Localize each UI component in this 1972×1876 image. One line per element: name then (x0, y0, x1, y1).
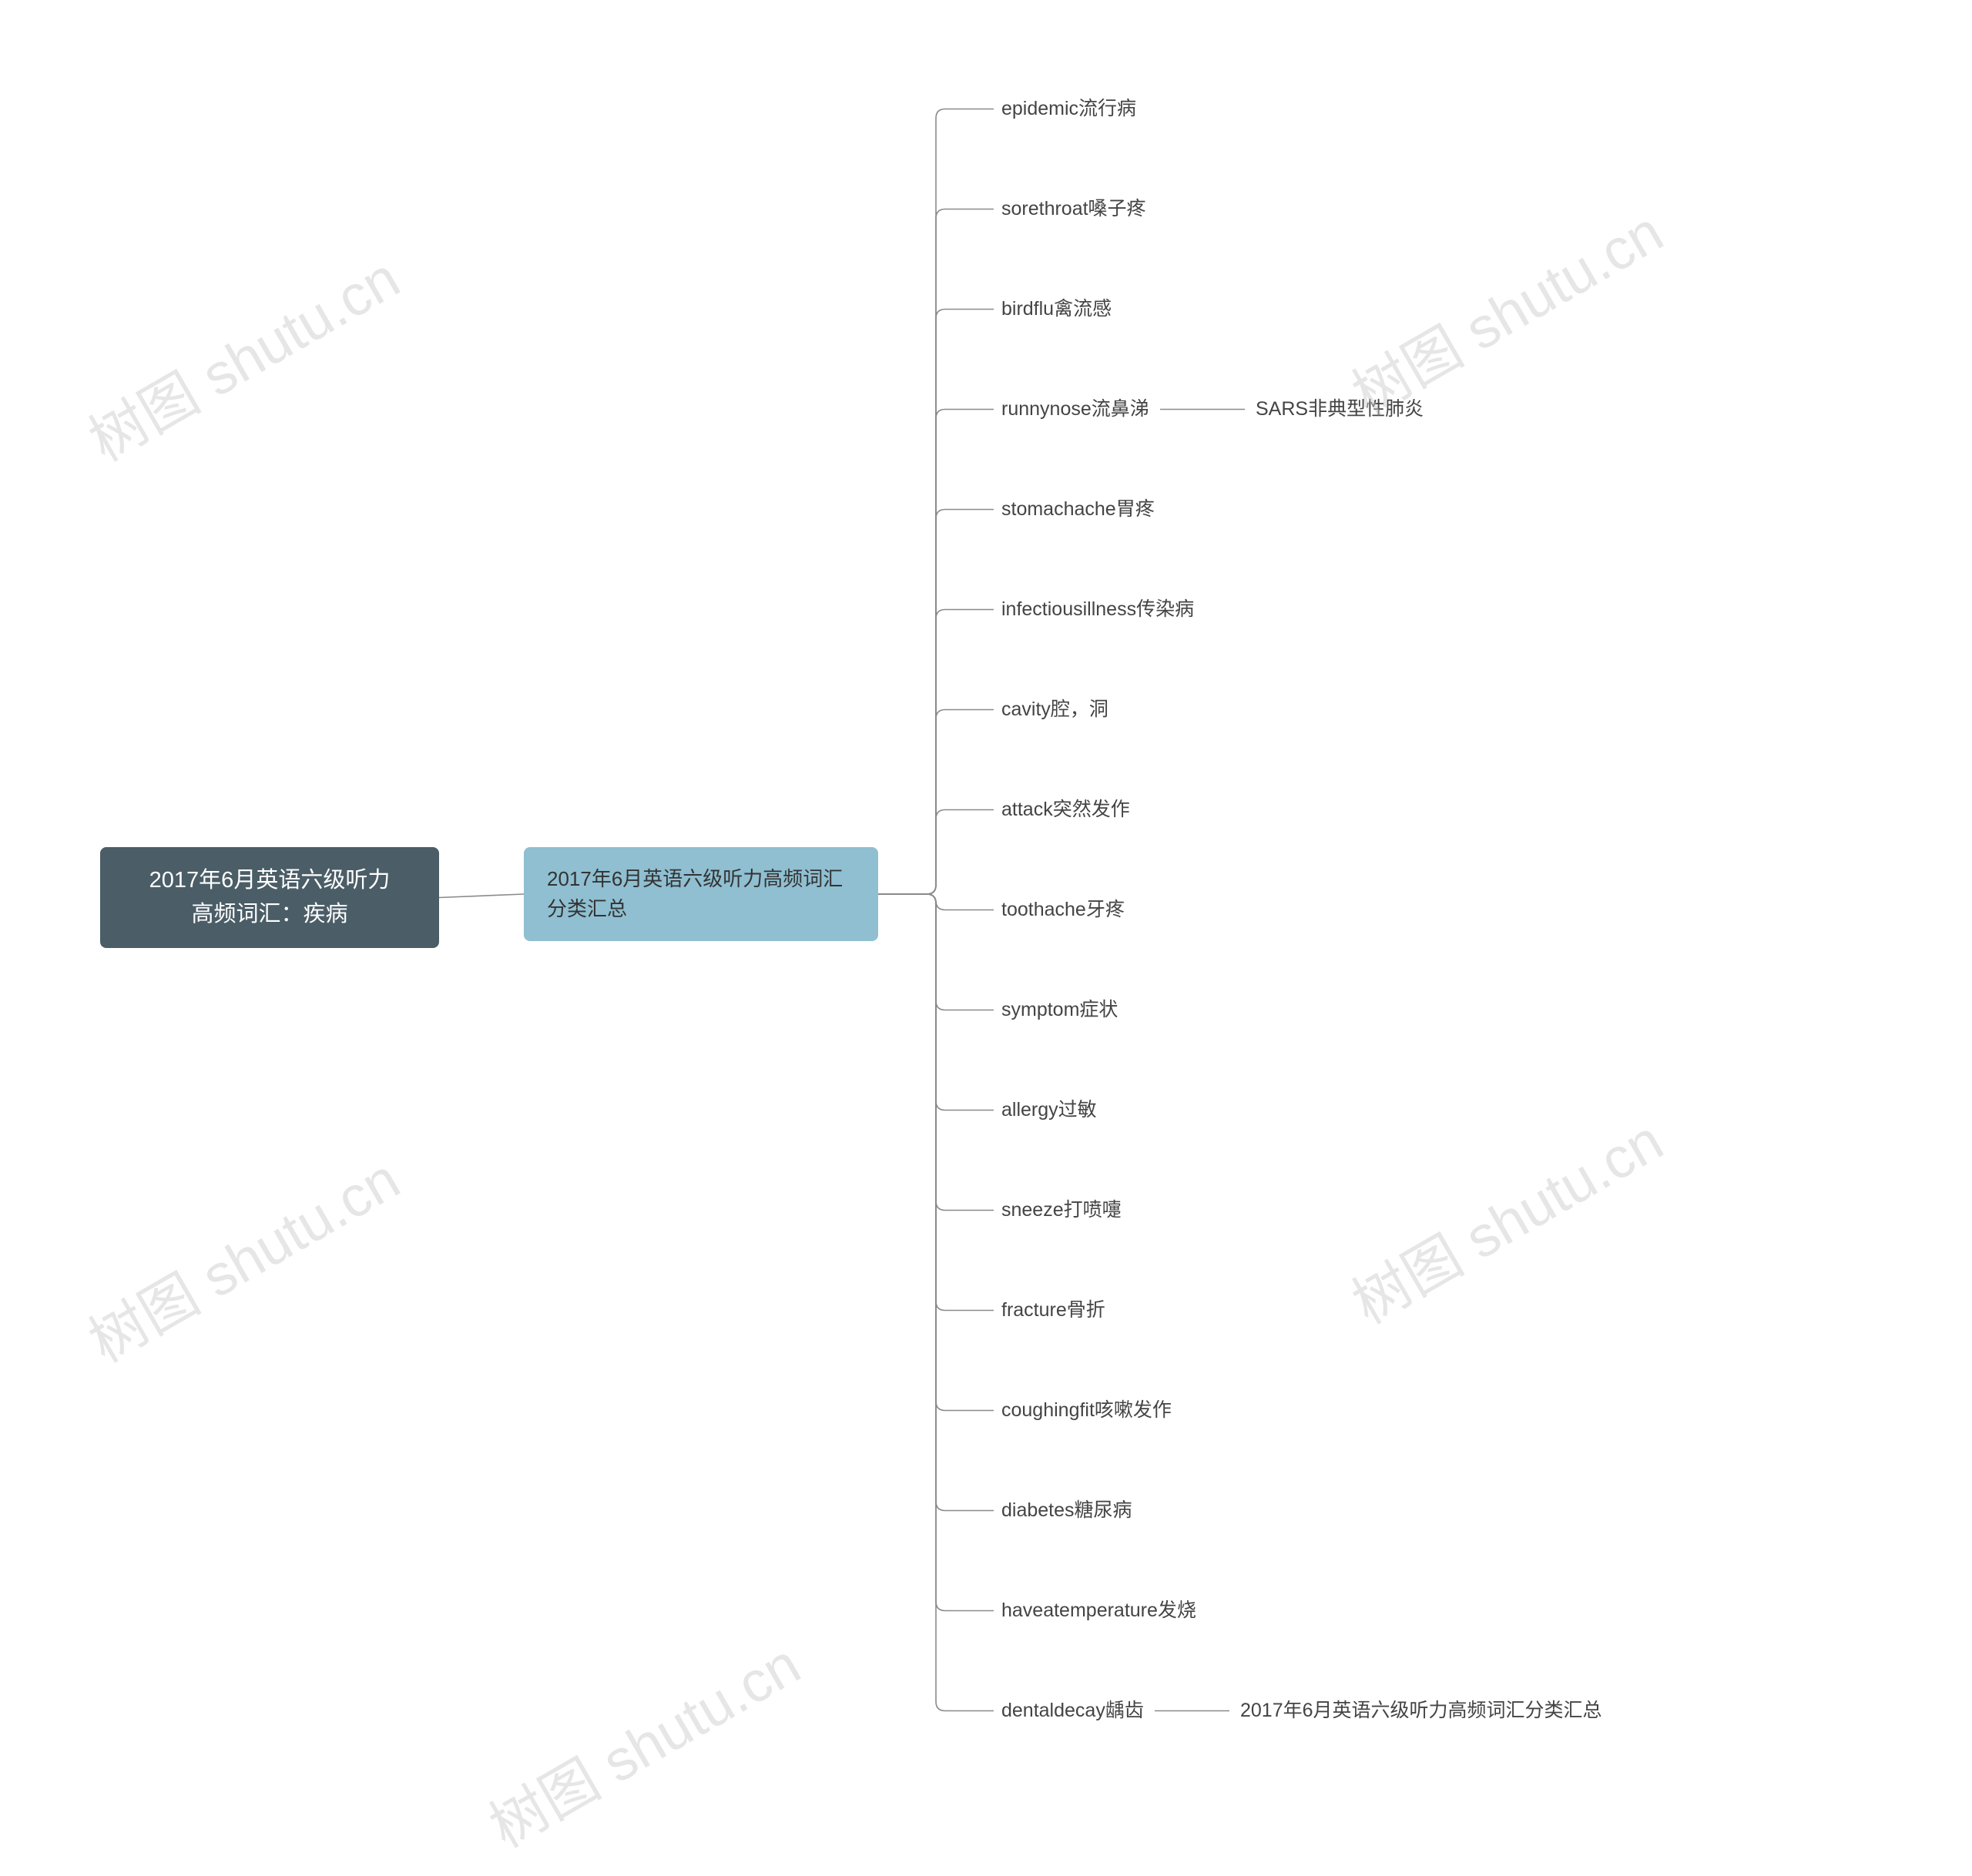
leaf-node[interactable]: birdflu禽流感 (994, 291, 1119, 327)
leaf-node[interactable]: runnynose流鼻涕 (994, 391, 1157, 427)
leaf-node[interactable]: sorethroat嗓子疼 (994, 191, 1154, 227)
leaf-node[interactable]: diabetes糖尿病 (994, 1492, 1140, 1529)
mindmap-canvas: 2017年6月英语六级听力 高频词汇：疾病 2017年6月英语六级听力高频词汇 … (0, 0, 1972, 1876)
root-label-line1: 2017年6月英语六级听力 (123, 864, 416, 898)
leaf-node[interactable]: stomachache胃疼 (994, 491, 1162, 528)
watermark: 树图 shutu.cn (72, 1134, 412, 1379)
leaf-node[interactable]: sneeze打喷嚏 (994, 1192, 1129, 1228)
watermark: 树图 shutu.cn (1335, 1096, 1675, 1340)
leaf-node[interactable]: fracture骨折 (994, 1292, 1113, 1328)
leaf-node[interactable]: infectiousillness传染病 (994, 591, 1202, 628)
level1-node[interactable]: 2017年6月英语六级听力高频词汇 分类汇总 (524, 847, 878, 941)
root-node[interactable]: 2017年6月英语六级听力 高频词汇：疾病 (100, 847, 439, 948)
leaf-child-node[interactable]: SARS非典型性肺炎 (1248, 391, 1431, 427)
leaf-node[interactable]: epidemic流行病 (994, 91, 1144, 127)
leaf-node[interactable]: haveatemperature发烧 (994, 1593, 1204, 1629)
leaf-node[interactable]: attack突然发作 (994, 792, 1138, 828)
leaf-node[interactable]: coughingfit咳嗽发作 (994, 1392, 1179, 1429)
leaf-node[interactable]: symptom症状 (994, 992, 1125, 1028)
leaf-node[interactable]: dentaldecay龋齿 (994, 1693, 1152, 1729)
level1-label-line1: 2017年6月英语六级听力高频词汇 (547, 864, 855, 894)
leaf-node[interactable]: cavity腔，洞 (994, 692, 1116, 728)
level1-label-line2: 分类汇总 (547, 894, 855, 924)
leaf-child-node[interactable]: 2017年6月英语六级听力高频词汇分类汇总 (1232, 1693, 1610, 1729)
watermark: 树图 shutu.cn (472, 1620, 813, 1864)
leaf-node[interactable]: toothache牙疼 (994, 892, 1132, 928)
watermark: 树图 shutu.cn (72, 233, 412, 477)
leaf-node[interactable]: allergy过敏 (994, 1092, 1105, 1128)
root-label-line2: 高频词汇：疾病 (123, 898, 416, 932)
